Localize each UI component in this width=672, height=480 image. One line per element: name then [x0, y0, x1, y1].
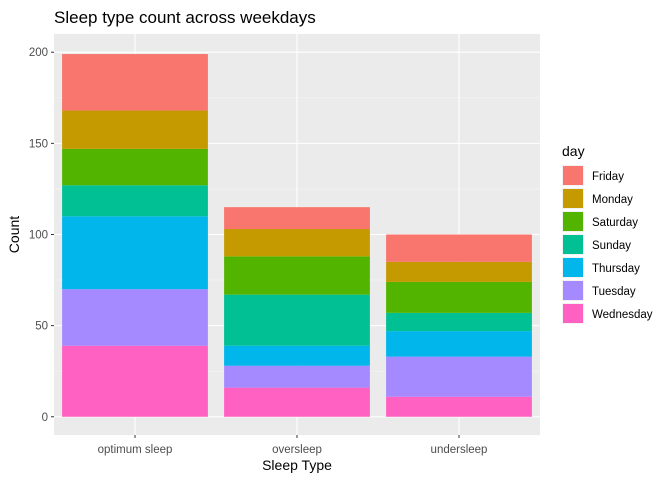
legend-key — [563, 258, 583, 277]
legend-key — [563, 281, 583, 300]
x-tick-label: oversleep — [272, 444, 322, 456]
y-tick-label: 200 — [29, 47, 48, 59]
bar-segment — [224, 207, 370, 230]
legend-label: Wednesday — [592, 309, 653, 321]
bar-segment — [62, 148, 208, 186]
legend-key — [563, 166, 583, 185]
legend-label: Tuesday — [592, 286, 636, 298]
bar-segment — [224, 229, 370, 257]
bar-segment — [224, 294, 370, 346]
bar-segment — [224, 365, 370, 388]
chart-title: Sleep type count across weekdays — [54, 8, 316, 27]
y-axis-title: Count — [6, 216, 22, 253]
y-tick-label: 50 — [35, 321, 48, 333]
bar-segment — [62, 345, 208, 417]
bar-segment — [386, 356, 532, 397]
bar-segment — [386, 281, 532, 313]
bar-segment — [386, 396, 532, 417]
bar-segment — [62, 216, 208, 290]
legend-label: Friday — [592, 171, 624, 183]
x-tick-label: undersleep — [431, 444, 488, 456]
y-tick-label: 150 — [29, 138, 48, 150]
bar-segment — [224, 256, 370, 295]
y-axis: 0 50 100 150 200 — [29, 47, 54, 424]
legend-key — [563, 235, 583, 254]
x-axis-title: Sleep Type — [262, 457, 332, 473]
bar-segment — [386, 331, 532, 357]
y-tick-label: 0 — [42, 412, 48, 424]
bars — [62, 54, 532, 417]
bar-segment — [386, 234, 532, 262]
bar-segment — [386, 312, 532, 332]
legend-label: Monday — [592, 194, 633, 206]
legend-key — [563, 304, 583, 323]
bar-segment — [62, 289, 208, 346]
x-tick-label: optimum sleep — [98, 444, 173, 456]
bar-segment — [224, 387, 370, 417]
legend: day Friday Monday Saturday Sunday Thursday Tu… — [562, 143, 653, 324]
bar-segment — [224, 345, 370, 366]
legend-key — [563, 212, 583, 231]
y-tick-label: 100 — [29, 230, 48, 242]
legend-label: Thursday — [592, 263, 640, 275]
legend-label: Sunday — [592, 240, 631, 252]
legend-key — [563, 189, 583, 208]
x-axis: optimum sleep oversleep undersleep — [98, 435, 488, 456]
legend-title: day — [562, 143, 585, 159]
legend-label: Saturday — [592, 217, 638, 229]
bar-segment — [62, 110, 208, 149]
bar-segment — [62, 54, 208, 111]
bar-segment — [62, 185, 208, 217]
bar-segment — [386, 261, 532, 282]
